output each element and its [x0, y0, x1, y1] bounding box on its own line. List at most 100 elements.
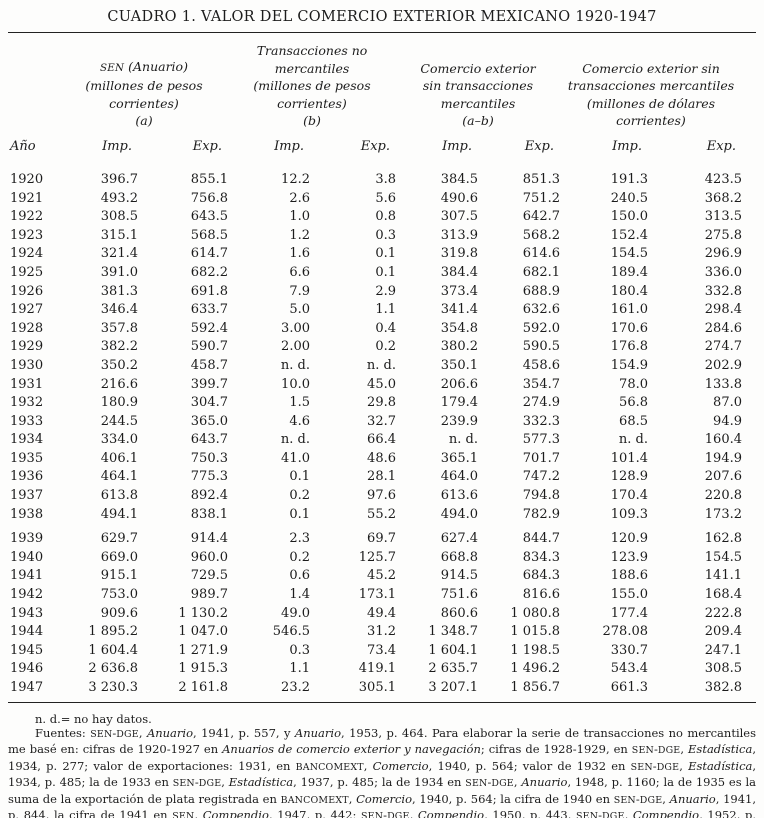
value-cell: 49.0 — [281, 605, 310, 621]
value-cell: 350.1 — [440, 357, 478, 373]
value-cell: 66.4 — [367, 432, 396, 448]
value-cell: 173.2 — [704, 506, 742, 522]
value-cell: 701.7 — [522, 450, 560, 466]
value-cell: 464.0 — [440, 469, 478, 485]
small-caps-text: DGE — [387, 811, 410, 818]
small-caps-text: SEN — [575, 811, 599, 818]
value-cell: 239.9 — [440, 413, 478, 429]
value-cell: 751.2 — [522, 190, 560, 206]
small-caps-text: DGE — [116, 729, 139, 740]
table-row: 1922 308.5 643.5 1.0 0.8 307.5 642.7 150.0 313.5 — [8, 208, 742, 227]
value-cell: 1 130.2 — [178, 605, 228, 621]
value-cell: 2 636.8 — [88, 661, 138, 677]
column-group-header-4: Comercio exterior sin transacciones merca… — [567, 60, 735, 129]
value-cell: 1 915.3 — [178, 661, 228, 677]
year-cell: 1928 — [10, 320, 44, 336]
value-cell: 222.8 — [704, 605, 742, 621]
value-cell: 315.1 — [100, 227, 138, 243]
year-cell: 1945 — [10, 642, 44, 658]
value-cell: 668.8 — [440, 549, 478, 565]
value-cell: 0.4 — [375, 320, 396, 336]
value-cell: 23.2 — [281, 680, 310, 695]
year-cell: 1921 — [10, 190, 44, 206]
value-cell: 2 161.8 — [178, 680, 228, 695]
value-cell: 855.1 — [190, 171, 228, 187]
value-cell: 220.8 — [704, 488, 742, 504]
value-cell: 120.9 — [610, 531, 648, 547]
value-cell: 94.9 — [713, 413, 742, 429]
column-subheader: Exp. — [524, 138, 554, 154]
value-cell: 176.8 — [610, 339, 648, 355]
value-cell: 32.7 — [367, 413, 396, 429]
column-subheader: Imp. — [612, 138, 642, 154]
value-cell: 332.3 — [522, 413, 560, 429]
value-cell: 202.9 — [704, 357, 742, 373]
value-cell: 101.4 — [610, 450, 648, 466]
value-cell: 133.8 — [704, 376, 742, 392]
table-row: 1938 494.1 838.1 0.1 55.2 494.0 782.9 109.3 173.… — [8, 506, 742, 525]
value-cell: 753.0 — [100, 587, 138, 603]
value-cell: n. d. — [618, 432, 648, 448]
value-cell: 0.2 — [375, 339, 396, 355]
value-cell: 380.2 — [440, 339, 478, 355]
year-cell: 1939 — [10, 531, 44, 547]
table-row: 1923 315.1 568.5 1.2 0.3 313.9 568.2 152.4 275.8 — [8, 227, 742, 246]
value-cell: 350.2 — [100, 357, 138, 373]
value-cell: 0.8 — [375, 209, 396, 225]
value-cell: 308.5 — [704, 661, 742, 677]
table-row: 1937 613.8 892.4 0.2 97.6 613.6 794.8 170.4 220.… — [8, 487, 742, 506]
value-cell: 1 856.7 — [510, 680, 560, 695]
value-cell: 775.3 — [190, 469, 228, 485]
value-cell: 170.6 — [610, 320, 648, 336]
value-cell: 1.5 — [289, 395, 310, 411]
value-cell: 373.4 — [440, 283, 478, 299]
value-cell: 177.4 — [610, 605, 648, 621]
value-cell: 1 895.2 — [88, 624, 138, 640]
value-cell: 1 080.8 — [510, 605, 560, 621]
value-cell: 915.1 — [100, 568, 138, 584]
small-caps-text: BANCOMEXT — [295, 761, 364, 773]
value-cell: 160.4 — [704, 432, 742, 448]
year-cell: 1932 — [10, 395, 44, 411]
value-cell: 313.9 — [440, 227, 478, 243]
value-cell: 150.0 — [610, 209, 648, 225]
value-cell: 747.2 — [522, 469, 560, 485]
value-cell: n. d. — [280, 357, 310, 373]
value-cell: 691.8 — [190, 283, 228, 299]
value-cell: 391.0 — [100, 264, 138, 280]
value-cell: 782.9 — [522, 506, 560, 522]
year-cell: 1947 — [10, 680, 44, 695]
column-subheader: Imp. — [442, 138, 472, 154]
value-cell: 78.0 — [619, 376, 648, 392]
value-cell: 3 207.1 — [428, 680, 478, 695]
value-cell: 1.6 — [289, 246, 310, 262]
value-cell: 844.7 — [522, 531, 560, 547]
value-cell: 3.8 — [375, 171, 396, 187]
column-group-header-1: SEN (Anuario) (millones de pesos corriente… — [85, 58, 203, 129]
year-cell: 1924 — [10, 246, 44, 262]
value-cell: 794.8 — [522, 488, 560, 504]
value-cell: 55.2 — [367, 506, 396, 522]
value-cell: 1.2 — [289, 227, 310, 243]
value-cell: 189.4 — [610, 264, 648, 280]
value-cell: 154.5 — [610, 246, 648, 262]
value-cell: 321.4 — [100, 246, 138, 262]
value-cell: 354.7 — [522, 376, 560, 392]
value-cell: 207.6 — [704, 469, 742, 485]
top-rule — [8, 32, 756, 33]
small-caps-text: DGE — [656, 761, 680, 773]
value-cell: 125.7 — [358, 549, 396, 565]
column-group-header-row: SEN (Anuario) (millones de pesos corriente… — [8, 33, 742, 130]
value-cell: 1.1 — [289, 661, 310, 677]
footnotes: n. d.= no hay datos. Fuentes: SEN-DGE, A… — [8, 712, 756, 818]
value-cell: 834.3 — [522, 549, 560, 565]
value-cell: 161.0 — [610, 302, 648, 318]
year-cell: 1941 — [10, 568, 44, 584]
value-cell: 180.4 — [610, 283, 648, 299]
value-cell: 319.8 — [440, 246, 478, 262]
value-cell: 0.1 — [375, 246, 396, 262]
value-cell: 247.1 — [704, 642, 742, 658]
value-cell: 154.9 — [610, 357, 648, 373]
value-cell: 1 271.9 — [178, 642, 228, 658]
